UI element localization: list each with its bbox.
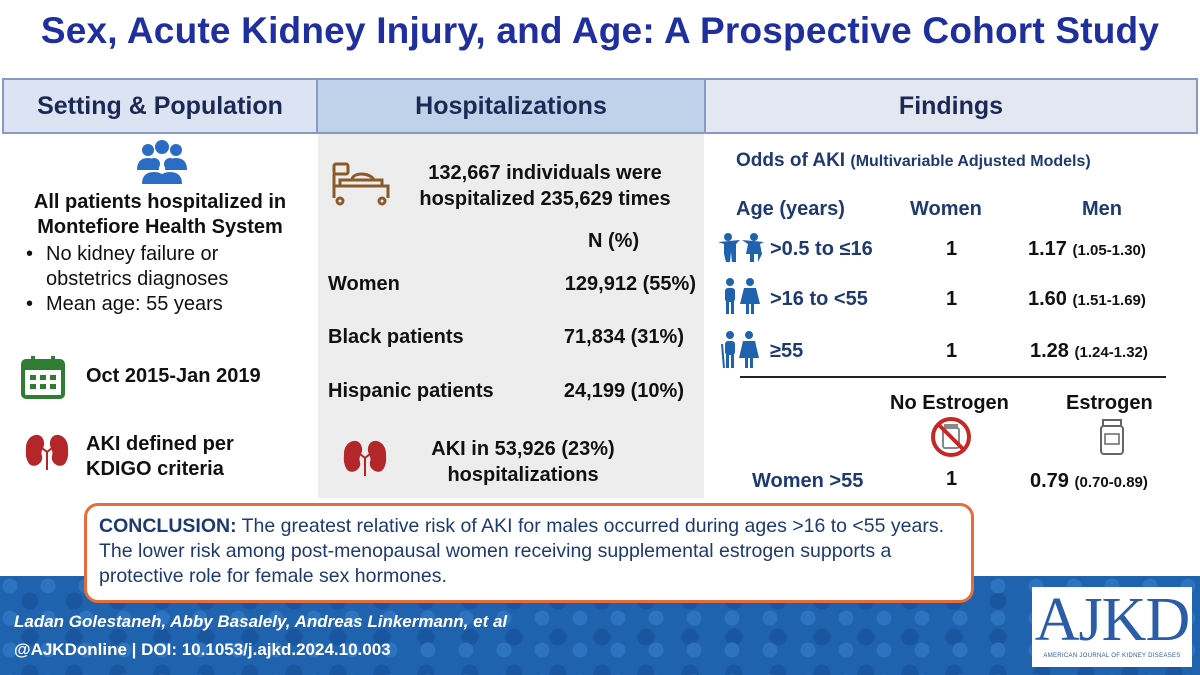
authors: Ladan Golestaneh, Abby Basalely, Andreas… [14,612,508,631]
adults-icon [725,278,760,314]
men-odds-ci: (1.51-1.69) [1072,292,1146,309]
row-value: 24,199 (10%) [563,380,684,402]
no-pill-bottle-icon [931,417,971,457]
pill-bottle-icon [1100,419,1124,455]
population-description: All patients hospitalized in Montefiore … [33,191,287,238]
men-odds: 1.60 (1.51-1.69) [1028,288,1146,311]
doi-line: @AJKDonline | DOI: 10.1053/j.ajkd.2024.1… [14,640,391,659]
conclusion-text: The greatest relative risk of AKI for ma… [99,515,945,587]
list-item: No kidney failure or obstetrics diagnose… [26,242,306,292]
findings-subtitle-main: Odds of AKI [736,150,846,171]
aki-count: AKI in 53,926 (23%) hospitalizations [431,438,615,486]
logo-subtitle: AMERICAN JOURNAL OF KIDNEY DISEASES [1043,653,1181,659]
findings-subtitle: Odds of AKI (Multivariable Adjusted Mode… [736,150,1091,172]
estrogen-odds-ci: (0.70-0.89) [1074,474,1148,491]
women-odds: 1 [946,288,958,310]
men-odds: 1.17 (1.05-1.30) [1028,238,1146,261]
header-findings: Findings [704,78,1198,134]
page-title: Sex, Acute Kidney Injury, and Age: A Pro… [40,10,1160,51]
hospitalization-summary: 132,667 individuals were hospitalized 23… [419,162,671,210]
calendar-icon [21,356,65,399]
elderly-couple-icon [721,331,759,368]
no-estrogen-odds: 1 [946,468,958,490]
age-group-label: ≥55 [770,340,804,362]
study-dates: Oct 2015-Jan 2019 [86,365,261,387]
age-group-label: >16 to <55 [770,288,868,310]
hospitalizations-panel [318,134,704,498]
kidney-icon [25,434,69,470]
estrogen-odds-value: 0.79 [1030,470,1069,492]
row-value: 71,834 (31%) [563,326,684,348]
hospital-bed-icon [332,162,390,206]
men-odds-value: 1.28 [1030,340,1069,362]
men-odds-ci: (1.05-1.30) [1072,242,1146,259]
row-label: Black patients [328,326,464,348]
logo-text: AJKD [1034,586,1190,654]
row-label: Women [328,273,400,295]
kidney-icon [343,440,387,476]
journal-logo: AJKD AMERICAN JOURNAL OF KIDNEY DISEASES [1032,587,1192,667]
men-odds-value: 1.17 [1028,238,1067,260]
women-odds: 1 [946,340,958,362]
population-criteria-list: No kidney failure or obstetrics diagnose… [26,242,306,317]
table-row: Women 129,912 (55%) [328,273,696,296]
row-label: Hispanic patients [328,380,494,402]
col-no-estrogen-header: No Estrogen [890,392,1009,414]
row-value: 129,912 (55%) [564,273,696,295]
age-group-label: >0.5 to ≤16 [770,238,873,260]
men-odds-value: 1.60 [1028,288,1067,310]
children-icon [718,233,764,262]
header-setting: Setting & Population [2,78,318,134]
n-percent-header: N (%) [588,230,640,252]
header-hospitalizations: Hospitalizations [318,78,704,134]
table-row: Black patients 71,834 (31%) [328,326,684,349]
conclusion-label: CONCLUSION: [99,515,237,537]
divider [740,376,1166,378]
col-estrogen-header: Estrogen [1066,392,1153,414]
people-group-icon [137,140,187,184]
col-women-header: Women [910,198,982,220]
table-row: Hispanic patients 24,199 (10%) [328,380,684,403]
conclusion-box: CONCLUSION: The greatest relative risk o… [84,503,974,603]
findings-subtitle-note: (Multivariable Adjusted Models) [850,153,1091,170]
col-age-header: Age (years) [736,198,845,220]
col-men-header: Men [1082,198,1122,220]
estrogen-odds: 0.79 (0.70-0.89) [1030,470,1148,493]
men-odds-ci: (1.24-1.32) [1074,344,1148,361]
men-odds: 1.28 (1.24-1.32) [1030,340,1148,363]
list-item: Mean age: 55 years [26,292,306,317]
women-odds: 1 [946,238,958,260]
aki-definition: AKI defined per KDIGO criteria [86,433,234,480]
women-over-55-label: Women >55 [752,470,864,492]
